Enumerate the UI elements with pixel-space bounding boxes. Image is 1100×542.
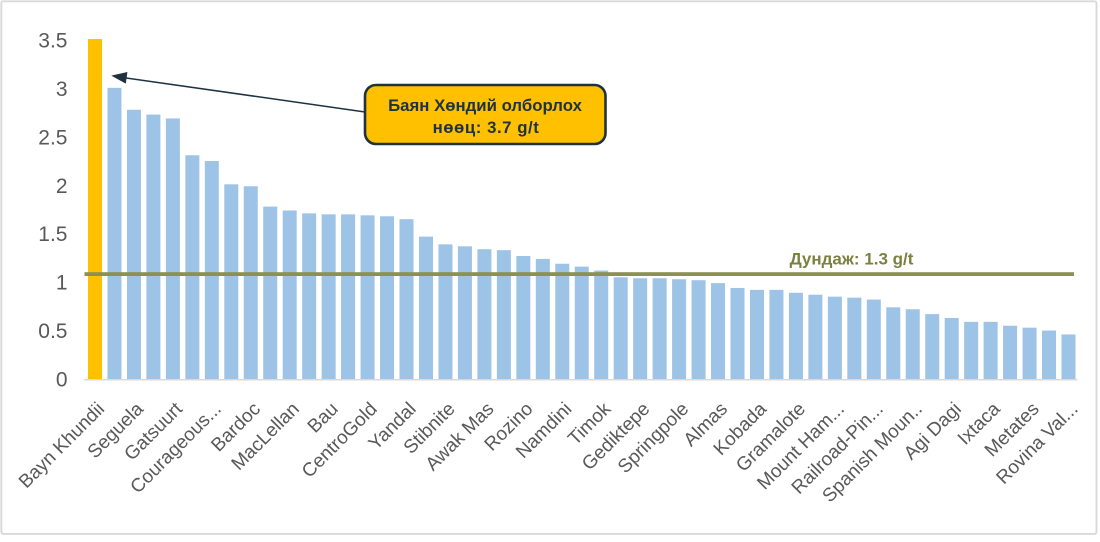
svg-text:2: 2 xyxy=(56,175,68,198)
svg-text:1.5: 1.5 xyxy=(38,223,67,246)
svg-text:Дундаж: 1.3 g/t: Дундаж: 1.3 g/t xyxy=(790,250,914,269)
svg-text:3: 3 xyxy=(56,78,68,101)
svg-text:3.5: 3.5 xyxy=(38,30,67,53)
svg-text:2.5: 2.5 xyxy=(38,126,67,149)
svg-text:0: 0 xyxy=(56,369,68,392)
svg-text:Баян Хөндий олборлох: Баян Хөндий олборлох xyxy=(388,96,583,115)
svg-text:нөөц: 3.7 g/t: нөөц: 3.7 g/t xyxy=(433,118,540,137)
svg-text:0.5: 0.5 xyxy=(38,320,67,343)
svg-text:1: 1 xyxy=(56,272,68,295)
